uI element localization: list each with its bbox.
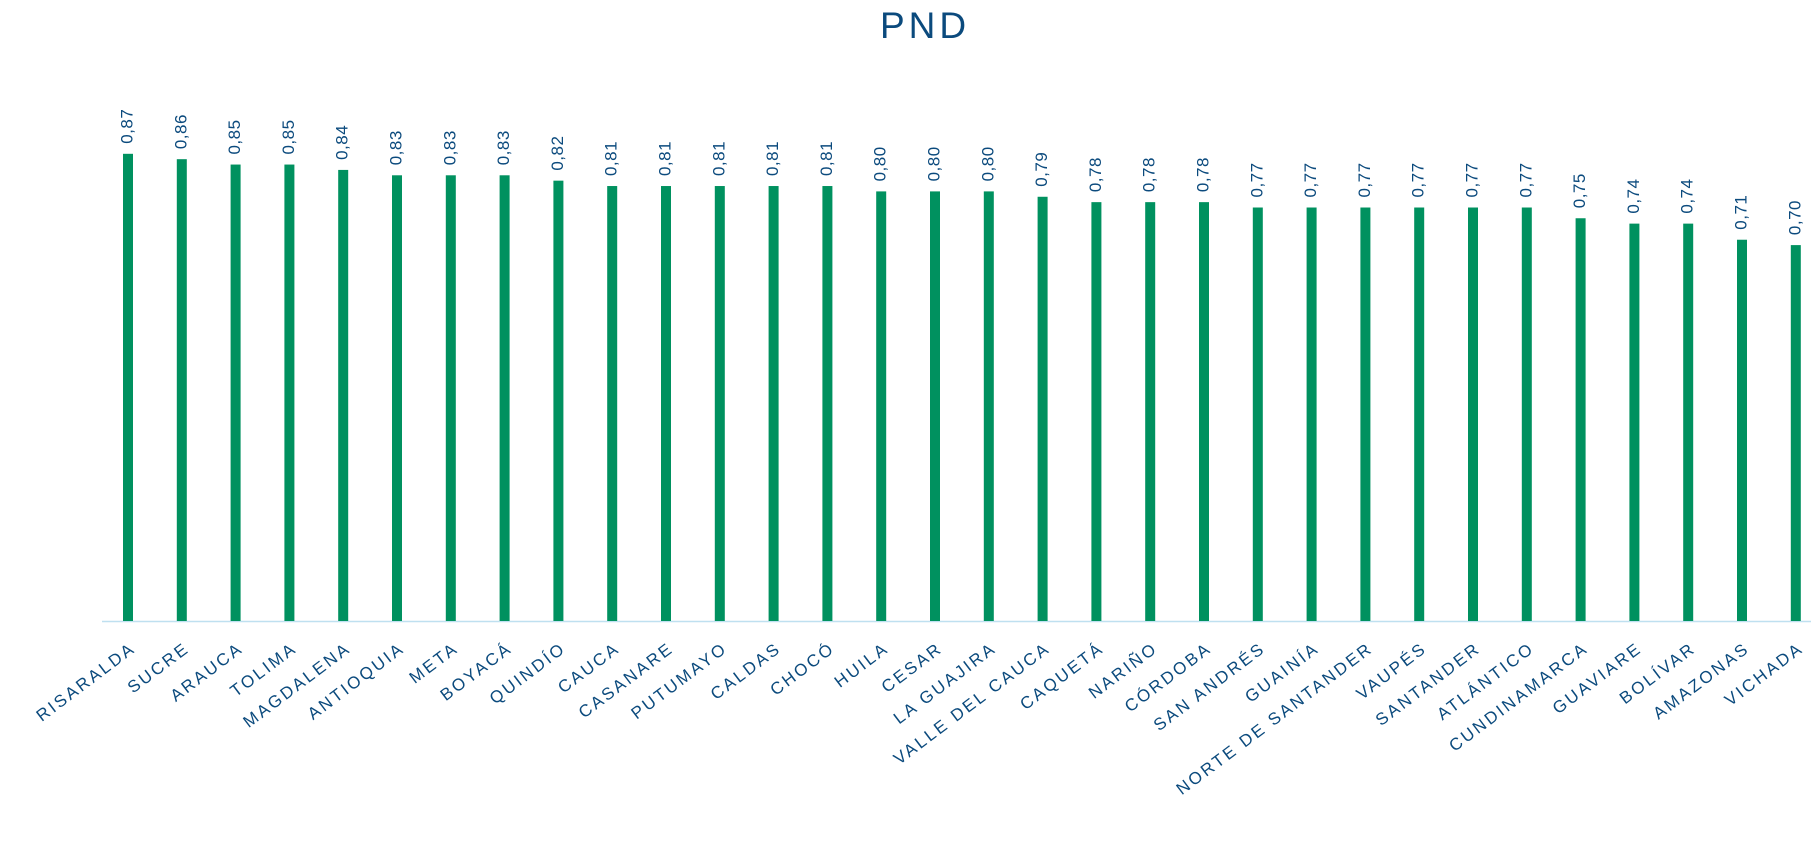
x-tick-label: PUTUMAYO — [628, 639, 731, 723]
bar — [338, 169, 349, 622]
bar — [1575, 218, 1586, 621]
value-label: 0,74 — [1624, 179, 1643, 214]
bar — [1521, 207, 1532, 621]
value-label: 0,84 — [333, 125, 352, 160]
value-label: 0,77 — [1462, 162, 1481, 197]
value-label: 0,86 — [171, 114, 190, 149]
bar — [1468, 207, 1478, 621]
value-label: 0,74 — [1678, 179, 1697, 214]
bar — [392, 175, 402, 622]
bar — [1414, 207, 1425, 621]
value-label: 0,85 — [225, 119, 244, 154]
x-tick-label: AMAZONAS — [1650, 639, 1754, 724]
value-label: 0,85 — [279, 119, 298, 154]
value-label: 0,77 — [1409, 162, 1428, 197]
bar — [499, 175, 510, 622]
bar — [230, 164, 241, 622]
value-label: 0,80 — [871, 146, 890, 181]
value-label: 0,81 — [817, 141, 836, 176]
value-label: 0,71 — [1731, 195, 1750, 230]
bar — [1091, 202, 1102, 621]
value-label: 0,77 — [1516, 162, 1535, 197]
bar — [1629, 223, 1640, 621]
bar — [176, 159, 187, 621]
value-label: 0,82 — [548, 136, 567, 171]
bar — [822, 186, 833, 621]
bar — [1199, 202, 1209, 621]
bar — [930, 191, 940, 621]
bar — [768, 186, 779, 621]
value-label: 0,77 — [1301, 162, 1320, 197]
value-label: 0,77 — [1355, 162, 1374, 197]
bar — [876, 191, 887, 621]
bar — [445, 175, 456, 622]
bar — [1737, 239, 1747, 622]
value-label: 0,81 — [763, 141, 782, 176]
bar — [1145, 202, 1156, 621]
bar — [1037, 196, 1048, 621]
bar — [983, 191, 994, 621]
bar — [1306, 207, 1317, 621]
value-label: 0,78 — [1086, 157, 1105, 192]
bar — [1360, 207, 1371, 621]
value-label: 0,81 — [655, 141, 674, 176]
value-label: 0,80 — [978, 146, 997, 181]
value-label: 0,75 — [1570, 173, 1589, 208]
bar — [1252, 207, 1263, 621]
bar — [607, 186, 618, 621]
value-label: 0,81 — [602, 141, 621, 176]
bar — [714, 186, 725, 621]
x-tick-label: ANTIOQUIA — [304, 639, 408, 724]
bar — [284, 164, 295, 622]
value-label: 0,79 — [1032, 152, 1051, 187]
value-label: 0,83 — [386, 130, 405, 165]
value-label: 0,78 — [1140, 157, 1159, 192]
bar — [553, 180, 564, 621]
value-label: 0,81 — [709, 141, 728, 176]
bar — [123, 153, 133, 621]
value-label: 0,77 — [1247, 162, 1266, 197]
value-label: 0,83 — [494, 130, 513, 165]
bar — [1790, 245, 1801, 621]
value-label: 0,83 — [440, 130, 459, 165]
value-label: 0,87 — [117, 109, 136, 144]
value-label: 0,80 — [924, 146, 943, 181]
bar — [661, 186, 671, 621]
chart-title: PND — [880, 5, 970, 46]
value-label: 0,78 — [1193, 157, 1212, 192]
bar — [1683, 223, 1694, 621]
x-tick-label: CASANARE — [575, 639, 677, 722]
value-label: 0,70 — [1785, 200, 1804, 235]
